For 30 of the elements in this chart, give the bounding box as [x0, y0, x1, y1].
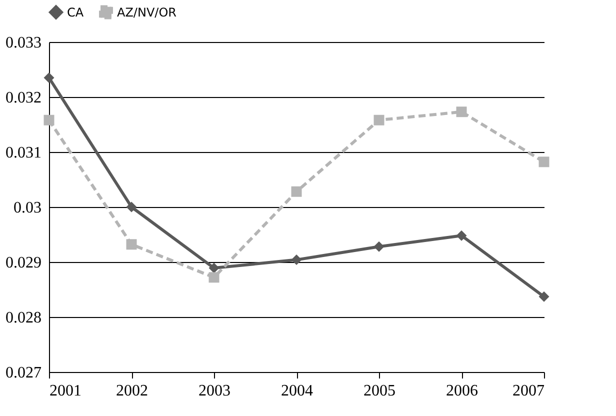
- x-tick-label: 2007: [512, 382, 544, 400]
- point: [126, 202, 137, 212]
- y-tick-label: 0.028: [6, 310, 42, 326]
- x-tick-label: 2005: [364, 382, 396, 400]
- legend-label: CA: [67, 5, 84, 20]
- point: [44, 72, 54, 83]
- point: [374, 114, 384, 126]
- point: [291, 186, 302, 197]
- point: [538, 156, 550, 168]
- point: [456, 106, 467, 118]
- x-tick-label: 2006: [446, 382, 478, 400]
- point: [374, 241, 384, 252]
- y-tick-label: 0.031: [6, 144, 42, 162]
- point: [208, 272, 220, 283]
- y-tick-label: 0.029: [6, 254, 42, 272]
- y-tick-label: 0.033: [6, 34, 42, 52]
- point: [291, 254, 302, 266]
- y-tick-label: 0.03: [14, 200, 42, 216]
- x-tick-label: 2003: [198, 382, 230, 400]
- legend-label: AZ/NV/OR: [117, 5, 176, 20]
- point: [208, 262, 220, 274]
- point: [44, 114, 54, 126]
- x-tick-label: 2002: [116, 382, 148, 400]
- point: [456, 230, 467, 241]
- y-tick-label: 0.027: [6, 364, 42, 382]
- x-tick-label: 2001: [50, 382, 82, 400]
- point: [126, 239, 137, 250]
- y-tick-label: 0.032: [6, 90, 42, 106]
- point: [538, 291, 550, 302]
- x-tick-label: 2004: [281, 382, 313, 400]
